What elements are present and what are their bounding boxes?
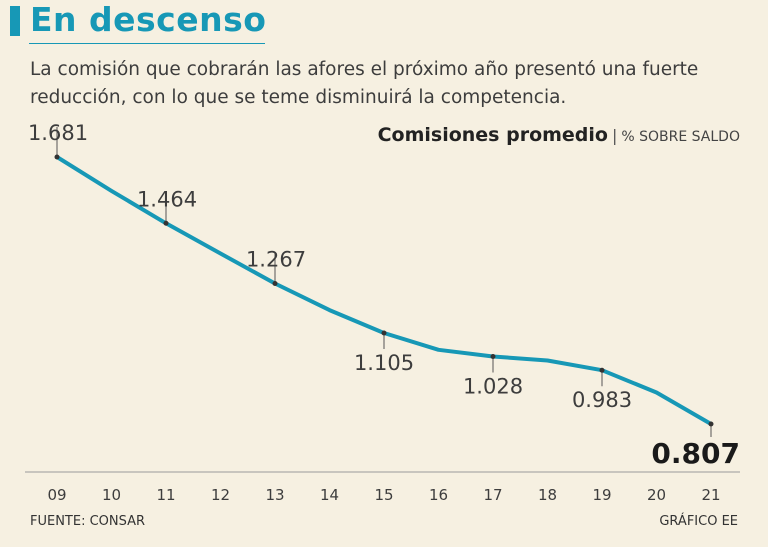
label-marker-11 [163, 220, 169, 226]
x-tick-label-09: 09 [47, 486, 66, 504]
x-tick-label-17: 17 [483, 486, 502, 504]
chart-title-block: Comisiones promedio |% SOBRE SALDO [378, 124, 740, 146]
data-label-13: 1.267 [246, 247, 306, 271]
label-marker-09 [54, 154, 60, 160]
x-tick-label-11: 11 [156, 486, 175, 504]
data-label-09: 1.681 [28, 121, 88, 145]
x-tick-label-20: 20 [647, 486, 666, 504]
label-marker-19 [599, 367, 605, 373]
x-tick-label-18: 18 [538, 486, 557, 504]
label-marker-13 [272, 280, 278, 286]
chart-unit-label: % SOBRE SALDO [621, 129, 740, 145]
label-marker-17 [490, 353, 496, 359]
data-point-14 [328, 308, 331, 312]
label-marker-21 [708, 421, 714, 427]
data-label-15: 1.105 [354, 351, 414, 375]
data-point-16 [437, 348, 440, 352]
data-label-21: 0.807 [651, 437, 740, 470]
chart-title-separator: | [611, 126, 618, 145]
x-tick-label-10: 10 [102, 486, 121, 504]
x-tick-label-12: 12 [211, 486, 230, 504]
x-tick-label-21: 21 [701, 486, 720, 504]
data-point-20 [655, 391, 658, 395]
x-tick-label-13: 13 [265, 486, 284, 504]
label-marker-15 [381, 330, 387, 336]
data-label-11: 1.464 [137, 187, 197, 211]
data-label-19: 0.983 [572, 388, 632, 412]
data-label-17: 1.028 [463, 374, 523, 398]
x-tick-label-15: 15 [374, 486, 393, 504]
x-tick-label-19: 19 [592, 486, 611, 504]
page-title: En descenso [30, 0, 267, 39]
page-subtitle: La comisión que cobrarán las afores el p… [30, 59, 699, 108]
data-point-10 [110, 189, 113, 193]
data-point-12 [219, 252, 222, 256]
chart-title: Comisiones promedio [377, 124, 608, 146]
x-tick-label-16: 16 [429, 486, 448, 504]
source-note: FUENTE: CONSAR [30, 514, 146, 529]
title-accent-bar [10, 6, 20, 36]
data-point-18 [546, 358, 549, 362]
graphic-credit: GRÁFICO EE [659, 514, 738, 529]
x-tick-label-14: 14 [320, 486, 339, 504]
title-underline [29, 43, 265, 44]
